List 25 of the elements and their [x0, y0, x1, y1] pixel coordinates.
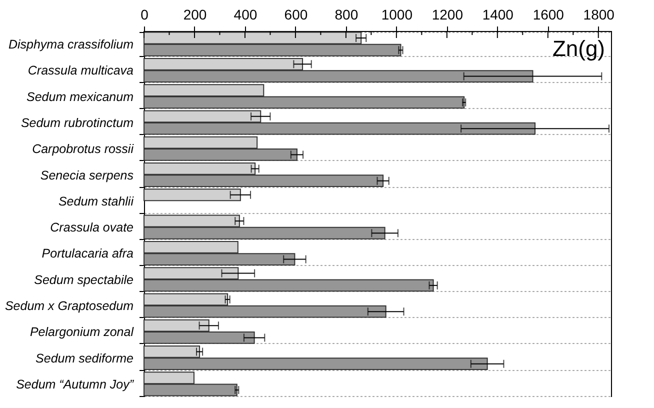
y-tick-label: Sedum rubrotinctum: [20, 116, 134, 130]
x-tick-label: 600: [284, 6, 308, 22]
x-tick-label: 0: [140, 6, 149, 22]
y-tick-label: Carpobrotus rossii: [32, 142, 135, 156]
x-tick-label: 800: [334, 6, 358, 22]
y-tick-label: Sedum “Autumn Joy”: [16, 377, 134, 392]
x-tick-label: 400: [234, 6, 258, 22]
y-tick-label: Sedum x Graptosedum: [4, 299, 134, 313]
y-tick-label: Senecia serpens: [40, 168, 134, 182]
y-tick-label: Sedum stahlii: [58, 194, 135, 208]
x-tick-label: 1800: [583, 6, 615, 22]
y-tick-label: Crassula multicava: [28, 64, 134, 78]
y-tick-label: Disphyma crassifolium: [8, 38, 134, 52]
y-tick-label: Portulacaria afra: [42, 246, 134, 261]
y-tick-label: Crassula ovate: [50, 220, 134, 235]
x-tick-label: 1200: [432, 6, 464, 22]
annotation: Zn(g): [552, 36, 605, 61]
x-tick-label: 1000: [381, 6, 413, 22]
y-tick-label: Pelargonium zonal: [30, 325, 135, 340]
y-tick-label: Sedum sediforme: [36, 351, 134, 366]
y-tick-label: Sedum spectabile: [34, 272, 134, 287]
y-tick-label: Sedum mexicanum: [26, 90, 134, 104]
x-tick-label: 1400: [482, 6, 514, 22]
x-tick-label: 200: [183, 6, 207, 22]
x-tick-label: 1600: [532, 6, 564, 22]
